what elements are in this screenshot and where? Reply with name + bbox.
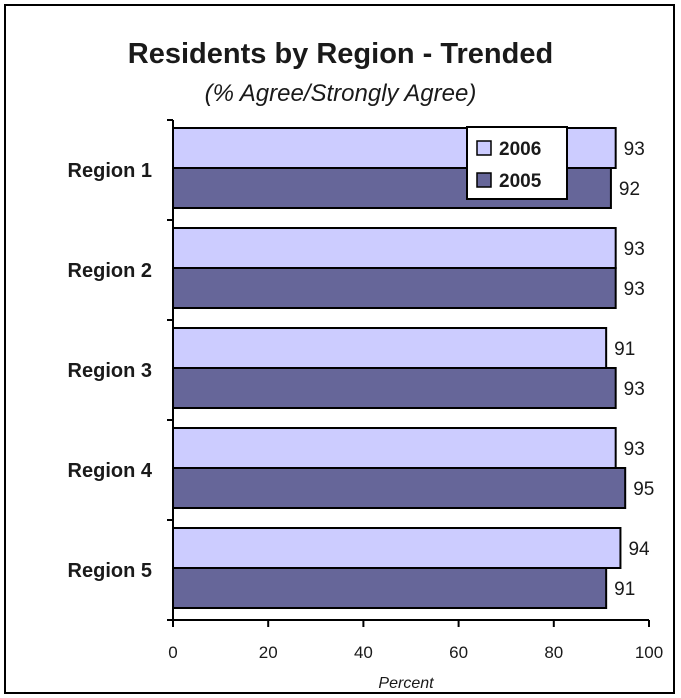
x-axis-title: Percent xyxy=(378,675,434,692)
data-label-2006-region-5: 94 xyxy=(628,539,650,560)
legend-label-2006: 2006 xyxy=(499,139,541,160)
bar-2006-region-4 xyxy=(172,427,617,469)
bar-2006-region-2 xyxy=(172,227,617,269)
legend-box xyxy=(466,126,568,200)
bar-2005-region-4 xyxy=(172,467,627,509)
x-tick-label: 0 xyxy=(168,643,177,662)
x-tick-label: 80 xyxy=(544,643,563,662)
legend: 2006 2005 xyxy=(466,126,568,200)
legend-label-2005: 2005 xyxy=(499,171,542,192)
legend-swatch-2005 xyxy=(476,172,492,188)
data-label-2005-region-2: 93 xyxy=(624,279,645,300)
bar-2006-region-5 xyxy=(172,527,622,569)
data-label-2005-region-4: 95 xyxy=(633,479,654,500)
category-label: Region 5 xyxy=(68,560,152,582)
data-label-2006-region-3: 91 xyxy=(614,339,635,360)
bar-2005-region-3 xyxy=(172,367,617,409)
data-label-2005-region-1: 92 xyxy=(619,179,640,200)
x-tick-label: 40 xyxy=(354,643,373,662)
data-labels-layer: 93 92 93 93 91 93 93 95 94 91 xyxy=(614,139,654,600)
x-tick-label: 60 xyxy=(449,643,468,662)
category-label: Region 2 xyxy=(68,260,152,282)
legend-swatch-2006 xyxy=(476,140,492,156)
x-tick-label: 100 xyxy=(635,643,663,662)
data-label-2006-region-1: 93 xyxy=(624,139,645,160)
chart-title: Residents by Region - Trended xyxy=(127,38,554,70)
category-label: Region 3 xyxy=(68,360,152,382)
category-labels-layer: Region 1 Region 2 Region 3 Region 4 Region 5 xyxy=(68,160,153,582)
bar-2006-region-3 xyxy=(172,327,608,369)
category-label: Region 1 xyxy=(68,160,152,182)
axes-layer: 0 20 40 60 80 100 xyxy=(167,119,663,662)
data-label-2005-region-5: 91 xyxy=(614,579,635,600)
bar-2005-region-2 xyxy=(172,267,617,309)
bar-2005-region-5 xyxy=(172,567,608,609)
data-label-2005-region-3: 93 xyxy=(624,379,645,400)
data-label-2006-region-2: 93 xyxy=(624,239,645,260)
data-label-2006-region-4: 93 xyxy=(624,439,645,460)
category-label: Region 4 xyxy=(68,460,153,482)
x-tick-label: 20 xyxy=(259,643,278,662)
chart-subtitle: (% Agree/Strongly Agree) xyxy=(204,80,477,107)
